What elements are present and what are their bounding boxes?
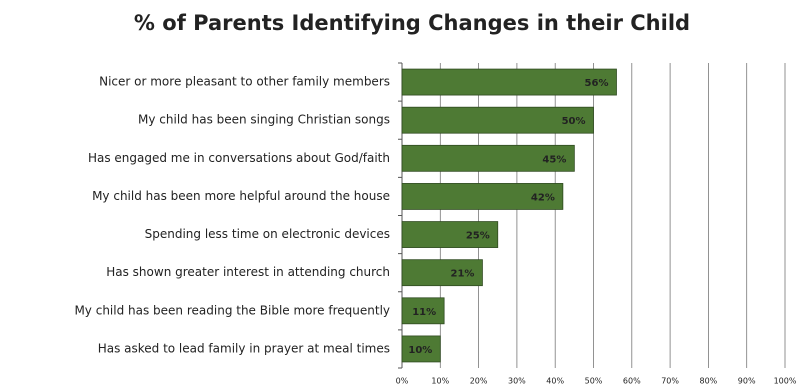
bar bbox=[401, 183, 564, 210]
bar bbox=[401, 335, 441, 363]
value-label: 25% bbox=[466, 231, 490, 242]
value-label: 10% bbox=[408, 345, 432, 356]
value-label: 50% bbox=[562, 116, 586, 127]
y-tick-label: Nicer or more pleasant to other family m… bbox=[99, 75, 390, 89]
y-tick-label: My child has been reading the Bible more… bbox=[74, 303, 390, 317]
y-tick-label: Spending less time on electronic devices bbox=[145, 227, 390, 241]
bar bbox=[401, 259, 483, 287]
x-tick-label: 60% bbox=[623, 377, 641, 386]
bar bbox=[401, 297, 445, 325]
value-label: 56% bbox=[585, 78, 609, 89]
bar bbox=[401, 221, 499, 248]
x-tick-label: 30% bbox=[508, 377, 526, 386]
y-tick-label: Has shown greater interest in attending … bbox=[106, 265, 390, 279]
bar bbox=[401, 68, 617, 96]
x-tick-label: 70% bbox=[661, 377, 679, 386]
x-tick-label: 0% bbox=[396, 377, 409, 386]
value-label: 45% bbox=[542, 154, 566, 165]
value-label: 11% bbox=[412, 307, 436, 318]
x-tick-label: 10% bbox=[431, 377, 449, 386]
y-tick-label: My child has been more helpful around th… bbox=[92, 189, 390, 203]
x-tick-label: 20% bbox=[470, 377, 488, 386]
value-label: 42% bbox=[531, 192, 555, 203]
y-tick-label: My child has been singing Christian song… bbox=[138, 113, 390, 127]
bar bbox=[401, 144, 575, 172]
value-label: 21% bbox=[450, 269, 474, 280]
x-tick-label: 100% bbox=[774, 377, 797, 386]
y-tick-label: Has asked to lead family in prayer at me… bbox=[98, 341, 390, 355]
x-tick-label: 40% bbox=[546, 377, 564, 386]
bar bbox=[401, 106, 594, 134]
x-tick-label: 50% bbox=[585, 377, 603, 386]
x-tick-label: 80% bbox=[700, 377, 718, 386]
chart-title: % of Parents Identifying Changes in thei… bbox=[134, 11, 690, 35]
x-tick-label: 90% bbox=[738, 377, 756, 386]
y-tick-label: Has engaged me in conversations about Go… bbox=[88, 151, 390, 165]
